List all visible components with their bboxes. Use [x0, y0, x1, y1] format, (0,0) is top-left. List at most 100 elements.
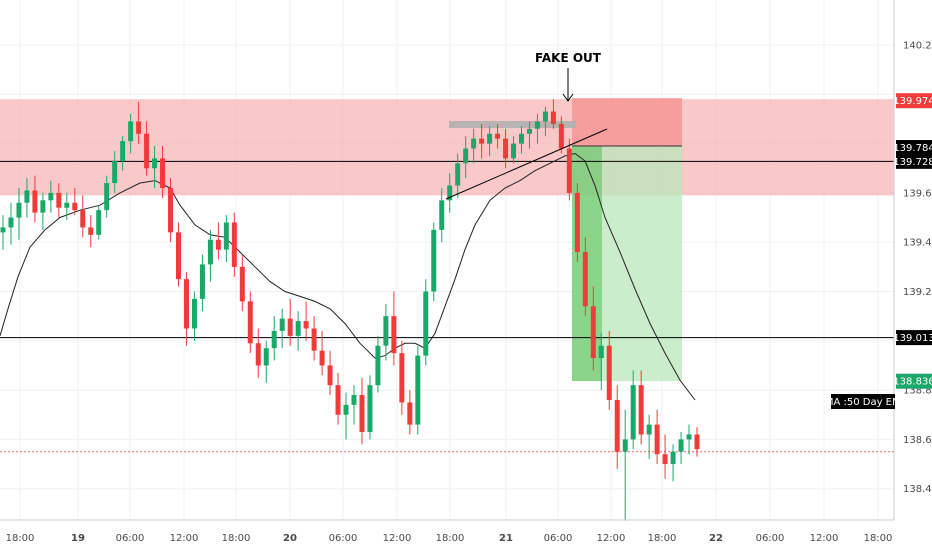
price-tick-label: 139.400 — [903, 238, 932, 249]
price-tick-label: 138.400 — [903, 484, 932, 495]
candle — [279, 308, 285, 349]
candle — [191, 291, 197, 341]
candle — [175, 222, 181, 287]
candle — [606, 330, 612, 410]
candle — [678, 432, 684, 465]
svg-text:139.784: 139.784 — [893, 143, 932, 154]
price-tick-label: 138.800 — [903, 386, 932, 397]
candle — [343, 392, 349, 440]
price-tick-label: 138.600 — [903, 435, 932, 446]
candle — [287, 298, 293, 346]
candle — [335, 372, 341, 425]
candle — [686, 424, 692, 455]
candle — [463, 136, 469, 179]
candle — [24, 178, 30, 218]
candle — [670, 444, 676, 482]
candle — [534, 114, 540, 144]
candle — [447, 173, 453, 213]
time-tick-label: 18:00 — [6, 533, 35, 544]
candle — [614, 385, 620, 469]
candle — [88, 215, 94, 248]
fake-out-arrowhead — [562, 93, 574, 102]
candle — [495, 123, 501, 149]
price-tag-139.784: 139.784 — [893, 140, 932, 156]
candle — [590, 286, 596, 371]
ema-label: EMA :50 Day EMA — [819, 394, 908, 409]
price-tag-138.836: 138.836 — [893, 373, 932, 389]
time-tick-label: 21 — [499, 533, 513, 544]
candle — [511, 136, 517, 164]
candle — [120, 136, 126, 171]
candle — [199, 254, 205, 312]
price-scale[interactable]: 140.200 139.600 139.400 139.200 138.800 138.6… — [903, 41, 932, 496]
price-tag-139.728: 139.728 — [893, 153, 932, 169]
trendline[interactable] — [445, 128, 608, 200]
svg-text:139.974: 139.974 — [893, 96, 932, 107]
time-tick-label: 18:00 — [436, 533, 465, 544]
candle — [407, 390, 413, 435]
candle — [638, 370, 644, 445]
candle — [415, 345, 421, 435]
candle — [96, 205, 102, 240]
candle — [207, 229, 213, 282]
time-tick-label: 12:00 — [810, 533, 839, 544]
candle — [72, 187, 78, 216]
candle — [104, 175, 110, 218]
candle — [351, 385, 357, 425]
candle — [255, 328, 261, 378]
time-tick-label: 12:00 — [383, 533, 412, 544]
candle — [455, 153, 461, 198]
candle — [168, 178, 174, 243]
candle — [566, 138, 572, 201]
ema-label-text: EMA :50 Day EMA — [819, 397, 908, 408]
candle — [136, 101, 142, 144]
candle — [263, 340, 269, 383]
time-tick-label: 18:00 — [648, 533, 677, 544]
candle — [0, 215, 6, 250]
candle — [582, 237, 588, 317]
candle — [471, 128, 477, 164]
candle — [239, 254, 245, 312]
price-tick-label: 140.200 — [903, 41, 932, 52]
candle — [160, 146, 166, 198]
resistance-box — [449, 121, 576, 128]
candle — [112, 150, 118, 193]
candle — [295, 311, 301, 351]
price-tags: 139.974 139.784 139.728 139.013 138.836 — [893, 93, 932, 389]
stop-loss-zone — [572, 98, 682, 146]
time-tick-label: 06:00 — [756, 533, 785, 544]
candle — [503, 128, 509, 169]
time-tick-label: 06:00 — [116, 533, 145, 544]
candle — [144, 121, 150, 176]
candle — [423, 279, 429, 366]
candle — [215, 222, 221, 260]
candle — [64, 192, 70, 221]
candle — [399, 340, 405, 415]
time-tick-label: 06:00 — [544, 533, 573, 544]
candle — [367, 375, 373, 440]
svg-text:139.013: 139.013 — [893, 333, 932, 344]
candle — [327, 350, 333, 396]
price-tick-label: 139.200 — [903, 287, 932, 298]
candle — [80, 195, 86, 238]
candle — [479, 123, 485, 159]
candle — [526, 121, 532, 149]
candle — [311, 316, 317, 361]
supply-zone — [0, 99, 894, 196]
candle — [48, 180, 54, 213]
candle — [662, 434, 668, 479]
time-tick-label: 12:00 — [170, 533, 199, 544]
candle — [431, 222, 437, 302]
candle — [223, 215, 229, 262]
candle — [56, 183, 62, 218]
candle — [542, 106, 548, 137]
time-tick-label: 20 — [283, 533, 297, 544]
candle — [40, 192, 46, 230]
time-tick-label: 18:00 — [864, 533, 893, 544]
candle — [32, 175, 38, 223]
candle — [375, 335, 381, 393]
candle — [622, 409, 628, 521]
time-scale[interactable]: 18:00 19 06:00 12:00 18:00 20 06:00 12:00 18:00 2… — [6, 533, 893, 544]
